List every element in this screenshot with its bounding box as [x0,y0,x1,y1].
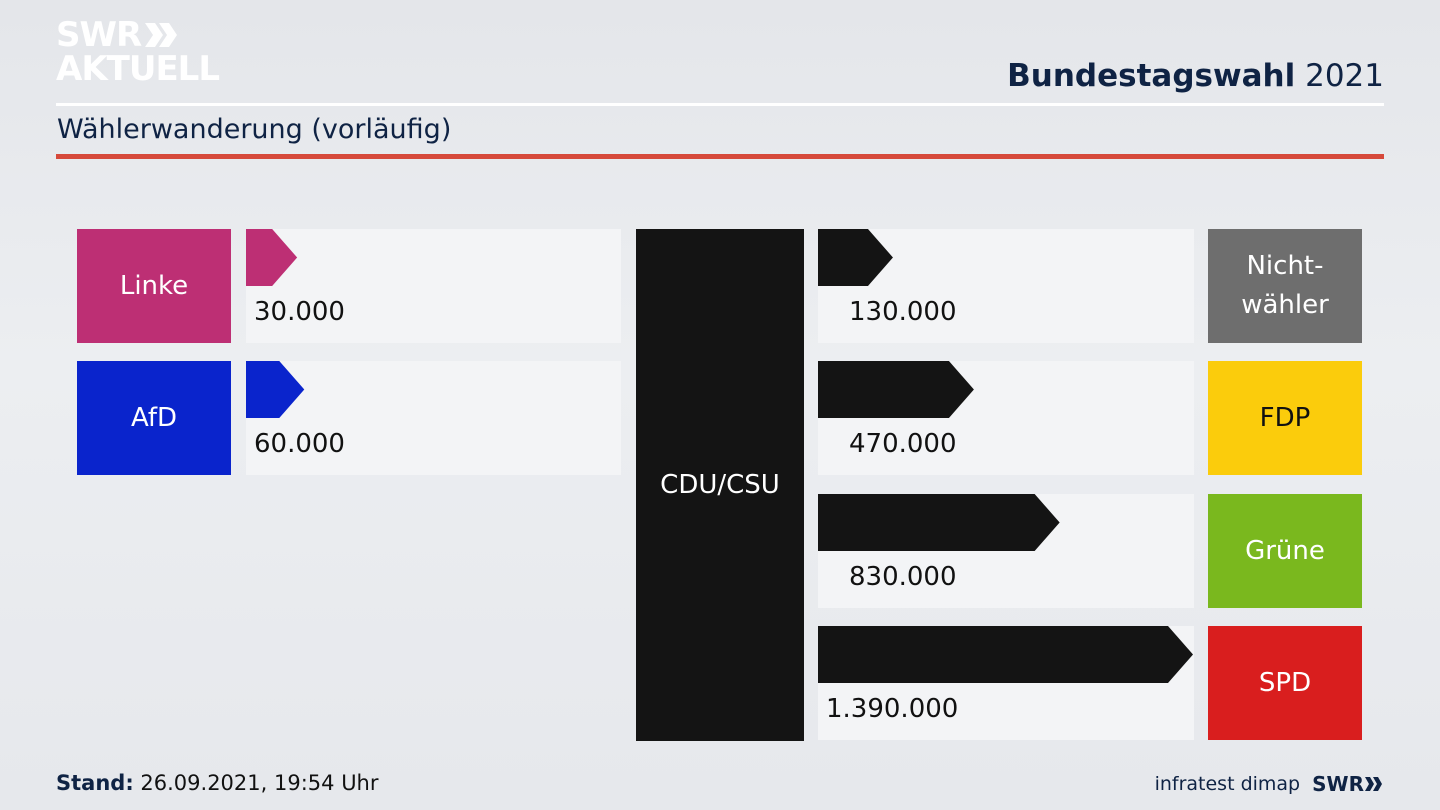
double-chevron-small-icon [1365,777,1382,791]
value-label-linke: 30.000 [254,297,345,327]
header-divider [56,103,1384,106]
value-label-fdp: 470.000 [849,429,957,459]
party-label-gruene: Grüne [1245,535,1325,566]
party-label-spd: SPD [1258,667,1312,698]
party-box-gruene: Grüne [1208,494,1362,608]
stand-value: 26.09.2021, 19:54 Uhr [140,771,379,795]
page-headline: Bundestagswahl 2021 [1007,58,1384,94]
headline-year: 2021 [1305,58,1384,94]
footer-credits: infratest dimap SWR [1155,772,1384,796]
footer-timestamp: Stand: 26.09.2021, 19:54 Uhr [56,771,379,795]
party-box-spd: SPD [1208,626,1362,740]
swr-brand-text: SWR [1312,772,1364,796]
bar-track-linke [246,229,621,343]
party-box-linke: Linke [77,229,231,343]
headline-title: Bundestagswahl [1007,58,1296,94]
accent-divider [56,154,1384,159]
party-label-afd: AfD [130,402,178,433]
swr-brand: SWR [1312,772,1384,796]
value-label-gruene: 830.000 [849,562,957,592]
value-label-afd: 60.000 [254,429,345,459]
party-box-fdp: FDP [1208,361,1362,475]
value-label-nichtwaehler: 130.000 [849,297,957,327]
logo-aktuell-text: AKTUELL [56,49,220,89]
stand-label: Stand: [56,771,134,795]
center-party-box-cdu-csu: CDU/CSU [636,229,804,741]
party-label-nichtwaehler-line2: wähler [1241,290,1329,320]
double-chevron-icon [145,23,178,47]
party-box-nichtwaehler: Nicht- wähler [1208,229,1362,343]
center-party-label: CDU/CSU [660,470,780,500]
logo-swr-text: SWR [56,15,142,55]
chart-subtitle: Wählerwanderung (vorläufig) [57,114,452,145]
party-box-afd: AfD [77,361,231,475]
value-label-spd: 1.390.000 [826,694,959,724]
party-label-fdp: FDP [1259,402,1311,433]
bar-track-afd [246,361,621,475]
source-label: infratest dimap [1154,773,1301,795]
swr-aktuell-logo: SWR AKTUELL [56,15,220,89]
party-label-linke: Linke [119,270,189,301]
party-label-nichtwaehler-line1: Nicht- [1246,251,1324,281]
